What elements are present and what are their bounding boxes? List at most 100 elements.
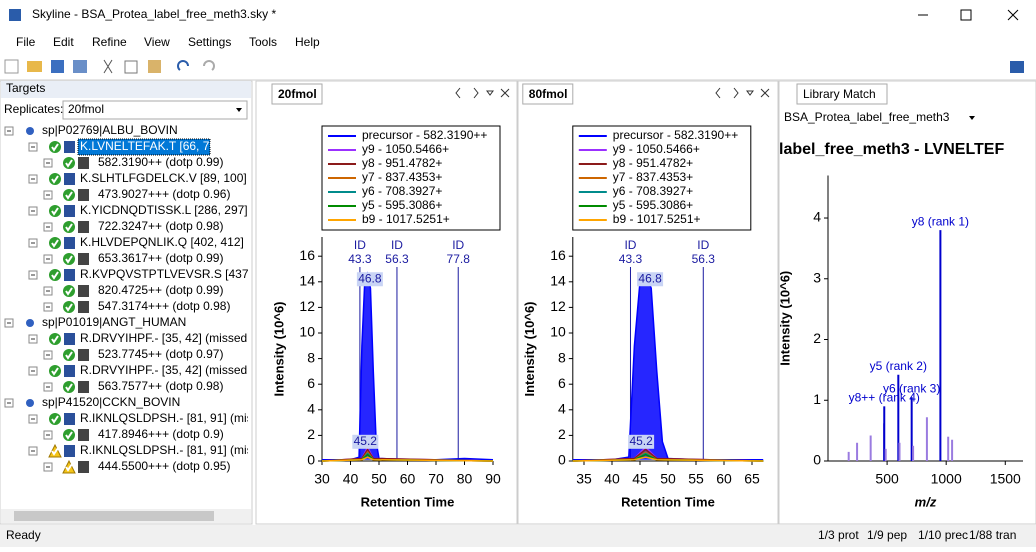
protein-icon: [26, 399, 34, 407]
replicate-dropdown[interactable]: [62, 100, 248, 120]
precursor-label[interactable]: 473.9027+++ (dotp 0.96): [98, 187, 230, 201]
peak-label: y6 (rank 3): [883, 381, 940, 395]
peptide-label[interactable]: R.DRVYIHPF.- [35, 42] (missed 1): [80, 363, 261, 377]
type-icon: [64, 413, 75, 425]
library-dropdown[interactable]: BSA_Protea_label_free_meth3: [784, 110, 950, 124]
x-tick-label: 1500: [990, 471, 1021, 487]
peak-label-box: [352, 434, 379, 449]
precursor-label[interactable]: 722.3247++ (dotp 0.98): [98, 219, 223, 233]
tab[interactable]: [796, 83, 888, 105]
window-title: Skyline - BSA_Protea_label_free_meth3.sk…: [32, 7, 276, 21]
menu-item[interactable]: Edit: [53, 35, 74, 49]
id-label: ID: [624, 238, 636, 252]
check-mark: [51, 143, 59, 152]
menu-item[interactable]: Settings: [188, 35, 231, 49]
publish-button[interactable]: [73, 60, 87, 73]
pane-buttons[interactable]: [715, 87, 770, 99]
x-tick-label: 40: [343, 471, 359, 487]
peptide-label[interactable]: K.LVNELTEFAK.T [66, 75]: [80, 139, 219, 153]
peptide-label[interactable]: K.SLHTLFGDELCK.V [89, 100]: [80, 171, 247, 185]
status-field: 1/3 prot: [818, 528, 859, 542]
check-mark: [51, 335, 59, 344]
legend-label: y9 - 1050.5466+: [362, 142, 449, 156]
legend-label: precursor - 582.3190++: [362, 128, 487, 142]
protein-label: sp|P02769|ALBU_BOVIN: [42, 123, 178, 137]
peak-label-box: [628, 434, 655, 449]
menu-item[interactable]: Refine: [92, 35, 127, 49]
y-axis-label: Intensity (10^6): [777, 271, 792, 366]
type-icon: [78, 253, 89, 265]
check-mark: [51, 367, 59, 376]
y-tick-label: 10: [299, 324, 315, 340]
legend-label: y6 - 708.3927+: [362, 184, 442, 198]
peptide-label[interactable]: K.YICDNQDTISSK.L [286, 297]: [80, 203, 248, 217]
peak-label: 45.2: [629, 434, 653, 448]
precursor-label[interactable]: 547.3174+++ (dotp 0.98): [98, 299, 230, 313]
y-tick-label: 6: [307, 375, 315, 391]
undo-button[interactable]: [177, 60, 189, 71]
y-tick-label: 4: [558, 401, 566, 417]
y-tick-label: 16: [550, 247, 566, 263]
menu-item[interactable]: Tools: [249, 35, 277, 49]
precursor-label[interactable]: 417.8946+++ (dotp 0.9): [98, 427, 224, 441]
tab-label: 20fmol: [278, 87, 317, 101]
check-mark: [51, 415, 59, 424]
menu-item[interactable]: File: [16, 35, 36, 49]
precursor-label[interactable]: 444.5500+++ (dotp 0.95): [98, 459, 230, 473]
integration-button[interactable]: [1010, 61, 1024, 73]
panel-title: Targets: [6, 81, 45, 95]
replicate-value: 20fmol: [68, 102, 104, 116]
y-tick-label: 8: [307, 349, 315, 365]
y-tick-label: 0: [307, 452, 315, 468]
x-tick-label: 1000: [931, 471, 962, 487]
peptide-label[interactable]: R.DRVYIHPF.- [35, 42] (missed 1): [80, 331, 261, 345]
peptide-label[interactable]: K.HLVDEPQNLIK.Q [402, 412]: [80, 235, 244, 249]
x-tick-label: 30: [314, 471, 330, 487]
legend-label: y9 - 1050.5466+: [613, 142, 700, 156]
type-icon: [78, 189, 89, 201]
maximize-button[interactable]: [960, 9, 972, 21]
id-label: ID: [391, 238, 403, 252]
save-button[interactable]: [51, 60, 64, 73]
peptide-label[interactable]: R.IKNLQSLDPSH.- [81, 91] (missed 1): [80, 443, 286, 457]
legend-label: y7 - 837.4353+: [613, 170, 693, 184]
id-time: 43.3: [348, 252, 372, 266]
menu-item[interactable]: View: [144, 35, 170, 49]
tab[interactable]: [522, 83, 574, 105]
scroll-thumb[interactable]: [14, 511, 214, 521]
peptide-label[interactable]: R.KVPQVSTPTLVEVSR.S [437, 451]: [80, 267, 279, 281]
precursor-label[interactable]: 653.3617++ (dotp 0.99): [98, 251, 223, 265]
chromatogram-trace: [321, 456, 494, 462]
x-tick-label: 70: [428, 471, 444, 487]
menu-bar: File Edit Refine View Settings Tools Help: [16, 35, 320, 49]
menu-item[interactable]: Help: [295, 35, 320, 49]
check-mark: [65, 431, 73, 440]
y-tick-label: 12: [299, 298, 315, 314]
tab[interactable]: [271, 83, 323, 105]
y-tick-label: 3: [813, 269, 821, 285]
peptide-label[interactable]: R.IKNLQSLDPSH.- [81, 91] (missed 1): [80, 411, 286, 425]
copy-button[interactable]: [124, 60, 138, 74]
open-button[interactable]: [27, 61, 42, 72]
y-axis-label: Intensity (10^6): [271, 301, 286, 396]
peak-label: 46.8: [358, 271, 382, 285]
close-button[interactable]: [1007, 9, 1019, 21]
precursor-label[interactable]: 523.7745++ (dotp 0.97): [98, 347, 223, 361]
precursor-label[interactable]: 820.4725++ (dotp 0.99): [98, 283, 223, 297]
redo-button[interactable]: [203, 60, 215, 71]
type-icon: [78, 349, 89, 361]
y-tick-label: 8: [558, 349, 566, 365]
check-mark: [65, 383, 73, 392]
precursor-label[interactable]: 563.7577++ (dotp 0.98): [98, 379, 223, 393]
precursor-label[interactable]: 582.3190++ (dotp 0.99): [98, 155, 223, 169]
peak-label: y8 (rank 1): [912, 214, 969, 228]
id-time: 43.3: [619, 252, 643, 266]
type-icon: [78, 157, 89, 169]
pane-buttons[interactable]: [455, 87, 510, 99]
cut-button[interactable]: [103, 59, 113, 74]
paste-button[interactable]: [148, 60, 161, 73]
y-tick-label: 0: [813, 452, 821, 468]
x-tick-label: 60: [400, 471, 416, 487]
new-button[interactable]: [4, 59, 19, 74]
